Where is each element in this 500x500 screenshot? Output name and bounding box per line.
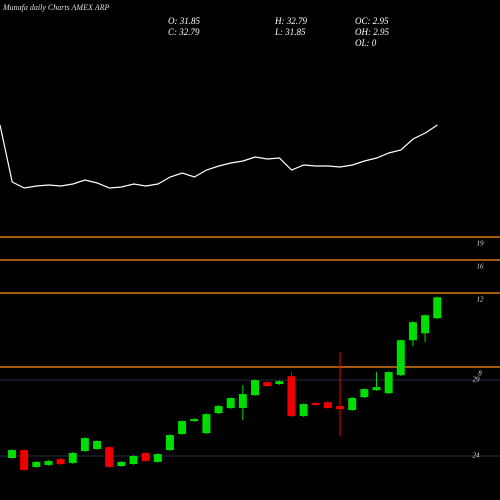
candle-body	[141, 452, 150, 462]
candle-body	[384, 372, 393, 394]
level-label: 16	[477, 263, 485, 271]
candle-body	[311, 403, 320, 406]
candle-body	[396, 340, 405, 376]
ohlc-stat: H: 32.79	[274, 16, 307, 26]
ohlc-stat: OL: 0	[355, 38, 377, 48]
candle-body	[129, 456, 138, 465]
candle-body	[32, 461, 41, 467]
y-tick-label: 29	[473, 376, 481, 384]
candle-body	[299, 404, 308, 417]
candle-body	[214, 406, 223, 414]
candle-body	[348, 398, 357, 411]
ohlc-stat: OH: 2.95	[355, 27, 389, 37]
candle-body	[105, 447, 114, 467]
candle-body	[287, 376, 296, 417]
candle-body	[408, 322, 417, 341]
ohlc-stat: L: 31.85	[274, 27, 306, 37]
candle-body	[44, 461, 53, 465]
candle-body	[421, 315, 430, 334]
level-label: 12	[477, 296, 485, 304]
candle-body	[226, 398, 235, 409]
candle-body	[360, 389, 369, 398]
candle-body	[68, 452, 77, 463]
level-label: 8	[478, 370, 482, 378]
line-series	[0, 124, 438, 189]
candle-body	[433, 297, 442, 319]
level-label: 19	[477, 240, 485, 248]
ohlc-stat: C: 32.79	[168, 27, 200, 37]
candle-body	[8, 450, 16, 458]
y-tick-label: 24	[473, 452, 481, 460]
candle-body	[178, 421, 187, 434]
candle-body	[190, 419, 199, 422]
candle-body	[20, 450, 29, 470]
candle-body	[93, 440, 102, 450]
candle-body	[153, 454, 162, 462]
candle-body	[336, 406, 345, 410]
candle-body	[238, 394, 247, 409]
candle-body	[80, 438, 89, 451]
candle-body	[263, 382, 272, 387]
candle-body	[165, 435, 174, 451]
candle-body	[202, 414, 211, 434]
candle-body	[251, 380, 259, 396]
candle-body	[56, 459, 65, 465]
candle-body	[117, 461, 126, 467]
chart-title: Munafa daily Charts AMEX ARP	[2, 3, 109, 12]
ohlc-stat: O: 31.85	[168, 16, 200, 26]
candle-body	[372, 387, 381, 391]
ohlc-stat: OC: 2.95	[355, 16, 389, 26]
candle-body	[275, 381, 284, 385]
candle-body	[323, 402, 332, 409]
